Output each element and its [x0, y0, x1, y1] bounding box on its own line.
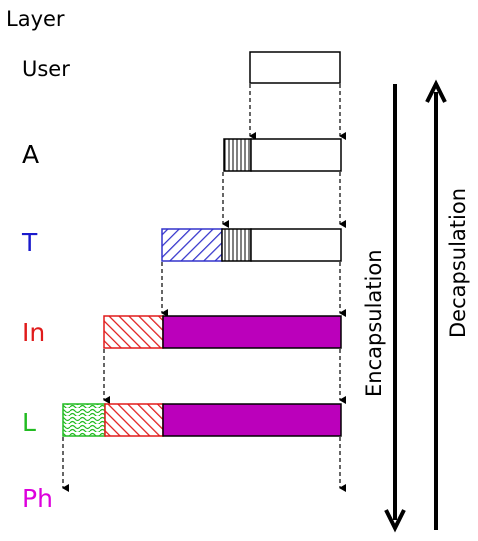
a-payload-box	[250, 138, 342, 172]
diagram-title: Layer	[6, 7, 65, 31]
user-payload-box	[249, 51, 341, 84]
layer-label-in: In	[22, 318, 45, 347]
encapsulation-arrow	[384, 84, 406, 533]
layer-label-user: User	[22, 57, 70, 81]
layer-label-a: A	[22, 140, 39, 169]
t-header-box	[161, 228, 223, 262]
in-header-box	[103, 315, 164, 349]
encapsulation-label: Encapsulation	[362, 249, 386, 397]
in-payload-box	[162, 315, 342, 349]
layer-label-t: T	[21, 228, 38, 257]
l-payload-box	[162, 403, 342, 437]
layer-label-ph: Ph	[22, 484, 53, 513]
decapsulation-arrow	[425, 79, 447, 530]
t-payload-box	[250, 228, 342, 262]
l-in-header-box	[104, 403, 164, 437]
l-header-box	[62, 403, 106, 437]
a-header-box	[223, 138, 252, 172]
t-a-header-box	[221, 228, 252, 262]
layer-label-l: L	[22, 408, 36, 437]
decapsulation-label: Decapsulation	[446, 188, 470, 338]
